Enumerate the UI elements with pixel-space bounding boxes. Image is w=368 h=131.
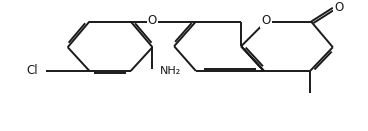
Text: Cl: Cl <box>26 64 38 77</box>
Text: O: O <box>334 1 343 14</box>
Text: O: O <box>148 14 157 27</box>
Text: NH₂: NH₂ <box>160 66 181 76</box>
Text: O: O <box>261 14 270 27</box>
